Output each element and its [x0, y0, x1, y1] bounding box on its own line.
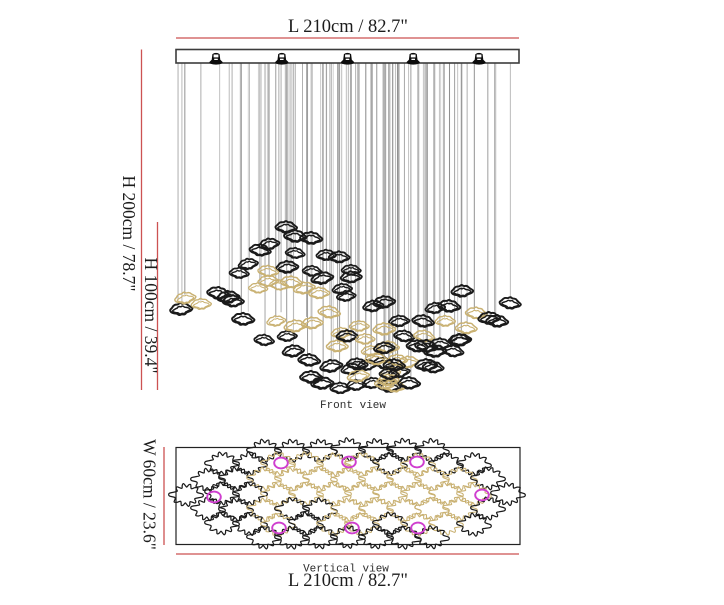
svg-text:L 210cm / 82.7": L 210cm / 82.7" [288, 571, 408, 591]
svg-text:Front view: Front view [320, 400, 386, 412]
svg-text:Vertical view: Vertical view [303, 564, 389, 576]
svg-text:W 60cm / 23.6": W 60cm / 23.6" [140, 439, 160, 550]
svg-text:H 200cm / 78.7": H 200cm / 78.7" [119, 175, 139, 291]
svg-text:L 210cm / 82.7": L 210cm / 82.7" [288, 17, 408, 37]
svg-text:H 100cm / 39.4": H 100cm / 39.4" [141, 257, 161, 373]
